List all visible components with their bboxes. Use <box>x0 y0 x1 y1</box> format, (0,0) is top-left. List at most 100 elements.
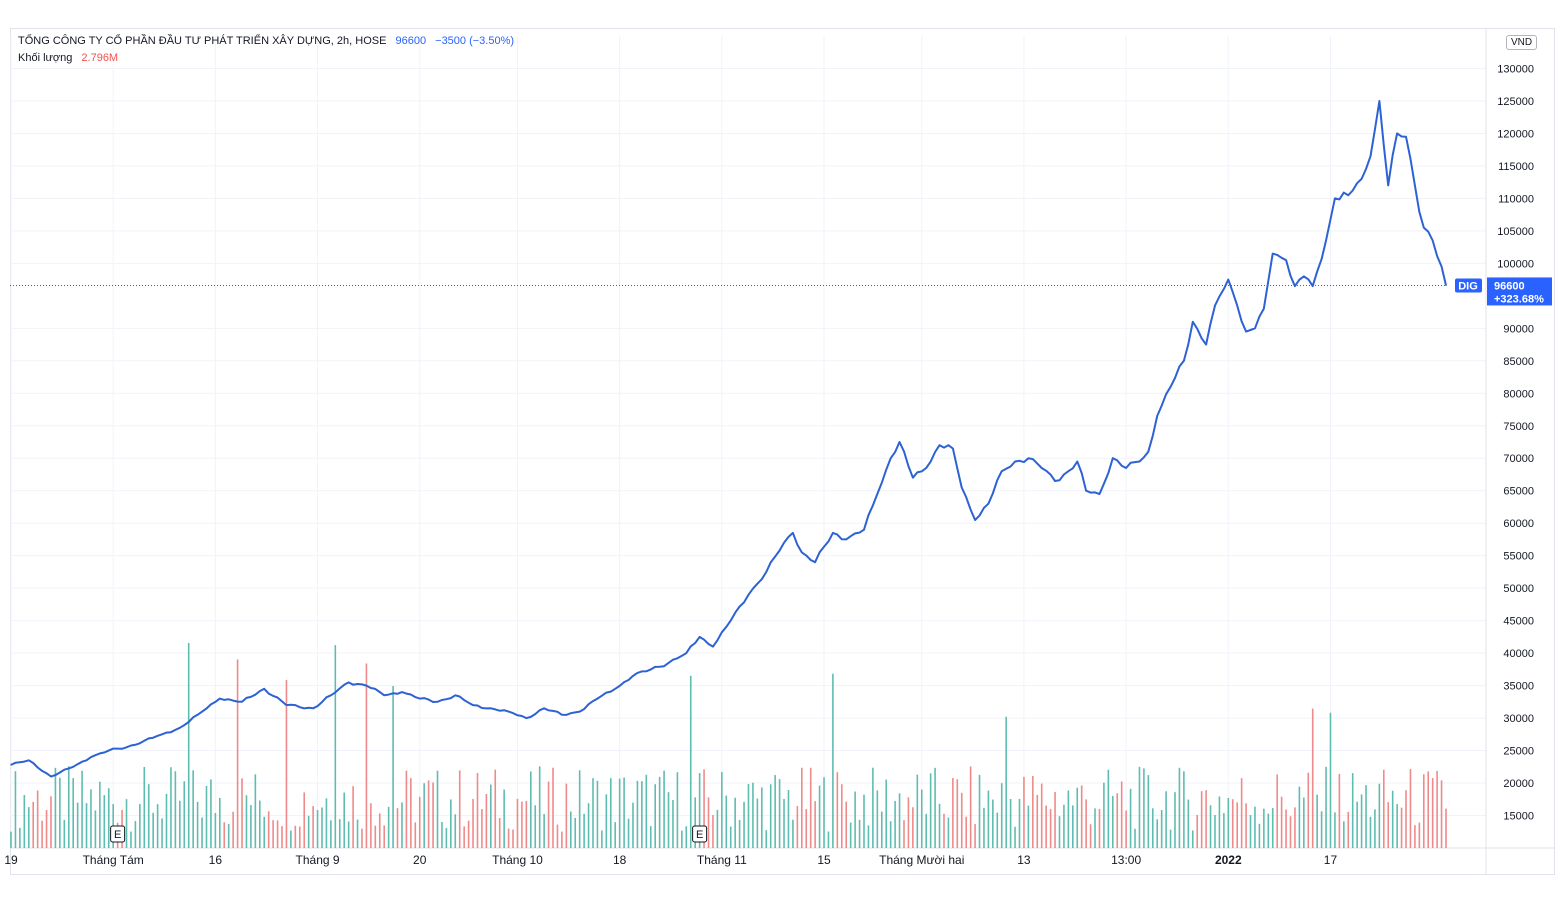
volume-bar <box>636 780 639 848</box>
legend-volume-line[interactable]: Khối lượng 2.796M <box>18 52 124 64</box>
price-axis[interactable]: 15000 20000 25000 30000 35000 40000 45000 50000… <box>1497 63 1534 822</box>
price-point <box>1263 308 1265 310</box>
price-point <box>876 493 878 495</box>
volume-bar <box>1072 805 1074 848</box>
volume-bar <box>1231 799 1234 848</box>
volume-bar <box>601 830 603 848</box>
volume-bar <box>534 805 537 848</box>
price-point <box>539 709 541 711</box>
price-point <box>99 752 101 755</box>
price-point <box>1329 218 1332 220</box>
price-point <box>801 551 803 554</box>
price-point <box>814 561 816 563</box>
price-point <box>312 707 314 709</box>
volume-bar <box>587 803 590 848</box>
volume-bar <box>716 809 719 848</box>
price-point <box>712 646 714 648</box>
volume-bar <box>165 793 168 848</box>
price-tick-label: 50000 <box>1503 583 1534 595</box>
volume-bar <box>330 820 332 848</box>
volume-bar <box>969 766 972 848</box>
price-point <box>1325 240 1327 242</box>
currency-badge[interactable]: VND <box>1506 35 1538 50</box>
price-point <box>552 710 554 712</box>
symbol-tag-box <box>1455 278 1482 293</box>
volume-bar <box>725 795 728 848</box>
price-point <box>1334 197 1336 199</box>
price-point <box>1032 458 1034 460</box>
time-axis[interactable]: 19 Tháng Tám 16 Tháng 9 20 Tháng 10 18 Tháng 11… <box>4 853 1337 867</box>
volume-bar <box>338 819 341 848</box>
price-point <box>654 666 656 668</box>
price-point <box>1352 189 1354 192</box>
volume-bar <box>445 827 448 848</box>
price-tag-value: 96600 <box>1494 280 1525 292</box>
price-point <box>1165 393 1167 395</box>
volume-bar <box>1245 803 1247 848</box>
legend-symbol-line[interactable]: TỔNG CÔNG TY CỔ PHẦN ĐẦU TƯ PHÁT TRIỂN X… <box>18 35 520 47</box>
price-point <box>1267 280 1269 282</box>
price-point <box>1058 479 1061 481</box>
volume-bar <box>1178 767 1181 848</box>
volume-bar <box>139 804 141 848</box>
earnings-marker[interactable]: E <box>110 825 126 843</box>
volume-bar <box>45 810 48 848</box>
time-tick-label: 20 <box>413 853 427 867</box>
volume-bar <box>99 781 101 848</box>
price-point <box>183 724 185 726</box>
volume-bar <box>143 766 146 848</box>
price-point <box>1147 451 1149 453</box>
price-point <box>1427 231 1429 233</box>
volume-bar <box>521 801 523 848</box>
volume-bar <box>556 824 559 848</box>
price-tick-label: 65000 <box>1503 486 1534 498</box>
price-point <box>14 762 16 764</box>
volume-bar <box>285 679 288 848</box>
price-point <box>414 696 416 698</box>
price-point <box>1249 329 1252 331</box>
price-point <box>867 514 870 516</box>
earnings-marker-box <box>110 825 126 843</box>
volume-bar <box>1138 766 1141 848</box>
price-point <box>916 471 918 473</box>
price-point <box>525 717 528 719</box>
volume-bar <box>721 772 723 848</box>
price-point <box>570 712 572 714</box>
price-point <box>19 761 21 763</box>
price-point <box>1143 456 1145 458</box>
volume-bar <box>1018 798 1021 848</box>
price-tag-change: +323.68% <box>1494 293 1544 305</box>
volume-bar <box>392 686 394 848</box>
price-point <box>1272 253 1274 255</box>
volume-bar <box>201 817 203 848</box>
volume-bar <box>1351 773 1354 848</box>
volume-bar <box>1400 807 1403 848</box>
price-point <box>1156 415 1158 417</box>
volume-bar <box>849 822 852 848</box>
price-point <box>1192 321 1194 323</box>
earnings-marker[interactable]: E <box>692 825 708 843</box>
volume-bar <box>458 770 461 848</box>
price-point <box>219 698 221 700</box>
price-point <box>645 670 647 672</box>
volume-bar <box>1365 785 1367 848</box>
volume-bar <box>672 800 674 848</box>
price-point <box>690 645 692 648</box>
price-point <box>672 659 674 661</box>
volume-bar <box>1285 809 1287 848</box>
price-point <box>285 704 287 706</box>
price-series <box>10 100 1447 778</box>
price-point <box>721 631 723 633</box>
price-point <box>850 535 852 537</box>
legend-title: TỔNG CÔNG TY CỔ PHẦN ĐẦU TƯ PHÁT TRIỂN X… <box>18 35 387 47</box>
price-point <box>303 707 305 710</box>
volume-bar <box>1431 778 1434 848</box>
legend-last-price: 96600 <box>395 35 427 47</box>
volume-bar <box>267 811 270 848</box>
price-tick-label: 90000 <box>1503 323 1534 335</box>
price-tick-label: 130000 <box>1497 63 1534 75</box>
price-point <box>907 465 910 467</box>
price-point <box>1081 472 1083 474</box>
